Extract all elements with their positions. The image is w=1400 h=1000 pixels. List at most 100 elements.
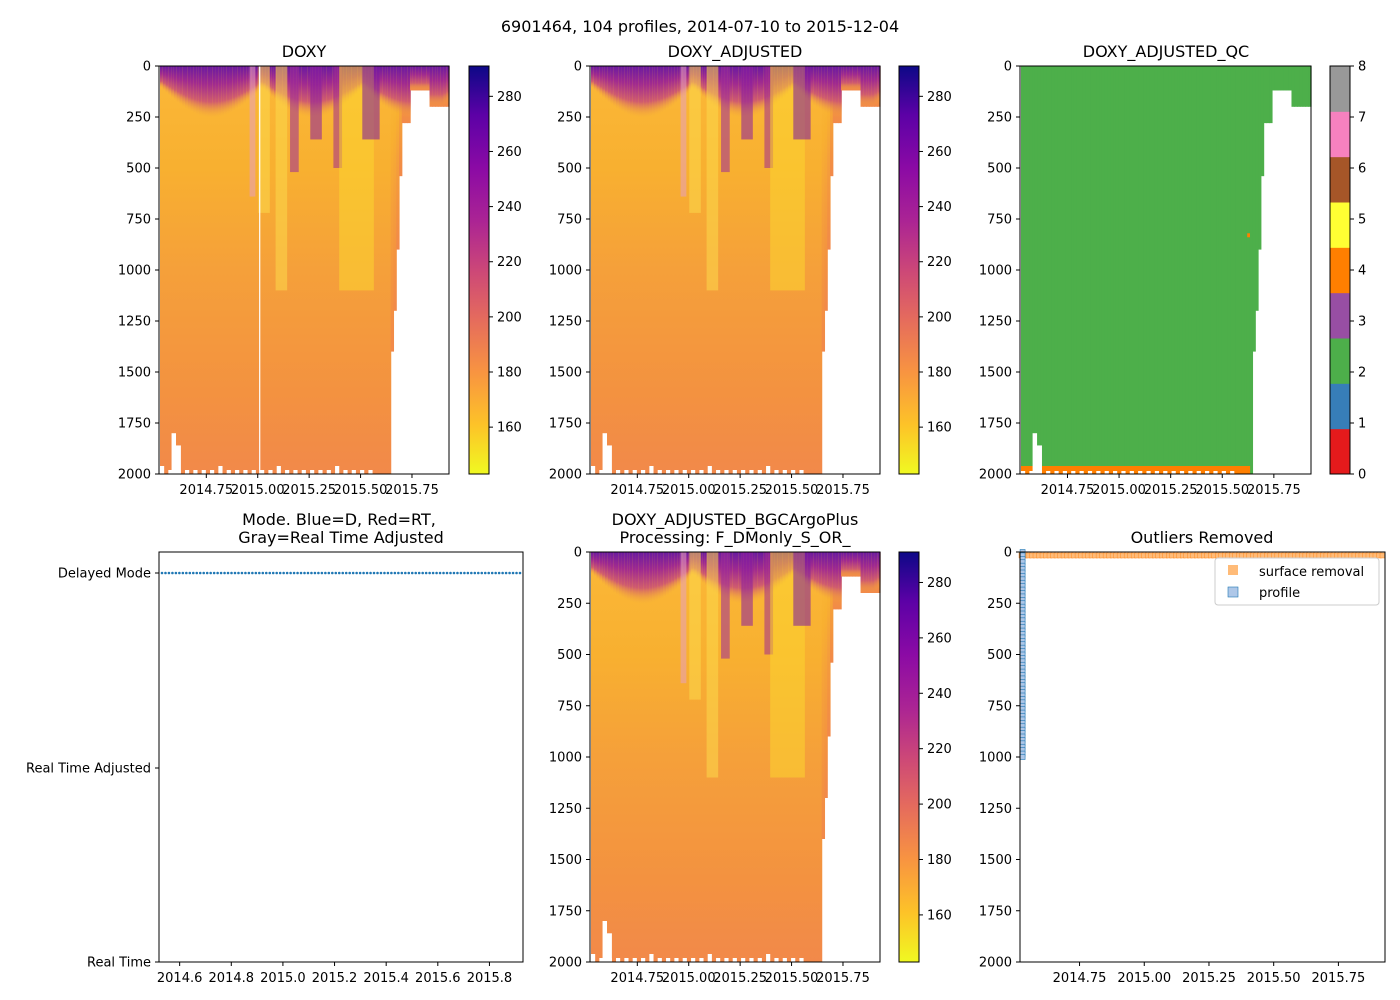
mode-point bbox=[167, 571, 171, 575]
mode-point bbox=[268, 571, 272, 575]
heat-gap bbox=[335, 466, 340, 474]
heat-column bbox=[641, 66, 645, 474]
heat-gap bbox=[799, 958, 804, 962]
y-tick-label: 1500 bbox=[549, 853, 582, 868]
heat-gap bbox=[616, 958, 621, 962]
heat-surface bbox=[610, 552, 614, 591]
legend-profile-swatch bbox=[1227, 586, 1239, 598]
heat-column bbox=[754, 552, 759, 962]
heat-surface bbox=[610, 66, 614, 105]
mode-point bbox=[313, 571, 317, 575]
qc-column bbox=[1291, 66, 1295, 107]
heat-anomaly bbox=[290, 66, 299, 173]
heat-column bbox=[635, 66, 639, 474]
mode-point bbox=[191, 571, 195, 575]
x-tick-label: 2015.75 bbox=[1312, 971, 1366, 986]
heat-column bbox=[688, 552, 692, 962]
qc-gap bbox=[1032, 433, 1038, 474]
heat-surface bbox=[757, 552, 762, 601]
qc-column bbox=[1087, 66, 1092, 474]
y-tick-label: 1000 bbox=[549, 751, 582, 766]
qc-column bbox=[1124, 66, 1128, 474]
heat-surface bbox=[832, 552, 837, 603]
qc-column bbox=[1266, 66, 1270, 124]
qc-gap bbox=[1054, 471, 1059, 474]
qc-column bbox=[1099, 66, 1103, 474]
qc-column bbox=[1093, 66, 1097, 474]
mode-point bbox=[390, 571, 393, 575]
heat-column bbox=[827, 66, 831, 250]
qc-column bbox=[1277, 66, 1281, 91]
qc-colorbar-segment bbox=[1330, 156, 1350, 203]
qc-column bbox=[1271, 66, 1276, 91]
qc-gap bbox=[1104, 471, 1109, 474]
y-tick-label: 1750 bbox=[979, 904, 1012, 919]
mode-point bbox=[237, 571, 240, 575]
heat-surface bbox=[735, 66, 739, 117]
heat-surface bbox=[652, 66, 656, 116]
surface-removal-point bbox=[1379, 552, 1386, 559]
heat-column bbox=[171, 66, 175, 474]
heat-surface bbox=[624, 552, 628, 600]
heat-column bbox=[727, 66, 731, 474]
y-tick-label: 250 bbox=[987, 597, 1012, 612]
heat-surface bbox=[223, 66, 228, 115]
qc-column bbox=[1129, 66, 1134, 474]
heat-column bbox=[632, 66, 637, 474]
x-tick-label: 2014.75 bbox=[610, 483, 664, 498]
mode-point bbox=[466, 571, 470, 575]
heat-surface bbox=[602, 66, 606, 98]
qc-column bbox=[1255, 66, 1259, 311]
colorbar-tick-label: 280 bbox=[497, 90, 522, 105]
heat-anomaly bbox=[793, 66, 811, 140]
qc-colorbar-segment bbox=[1330, 428, 1350, 475]
heat-surface bbox=[171, 66, 175, 98]
y-tick-label: 1250 bbox=[549, 802, 582, 817]
qc-column bbox=[1043, 66, 1047, 474]
y-tick-label: 500 bbox=[126, 162, 151, 177]
heat-surface bbox=[829, 552, 834, 602]
y-tick-label: 750 bbox=[557, 699, 582, 714]
heat-surface bbox=[599, 552, 603, 582]
colorbar-tick-label: 260 bbox=[497, 145, 522, 160]
heat-surface bbox=[437, 66, 442, 107]
heat-surface bbox=[854, 66, 859, 91]
heat-surface bbox=[307, 66, 311, 118]
heat-column bbox=[310, 66, 314, 474]
qc-column bbox=[1138, 66, 1142, 474]
x-tick-label: 2015.00 bbox=[662, 971, 716, 986]
heat-column bbox=[643, 66, 648, 474]
heat-surface bbox=[165, 66, 169, 94]
qc-column bbox=[1054, 66, 1058, 474]
heat-column bbox=[176, 66, 181, 474]
mode-point bbox=[417, 571, 421, 575]
heat-column bbox=[223, 66, 228, 474]
heat-column bbox=[738, 66, 742, 474]
heat-column bbox=[810, 552, 814, 962]
heat-column bbox=[732, 66, 737, 474]
panel-doxy-adjusted-qc: DOXY_ADJUSTED_QC 02505007501000125015001… bbox=[979, 42, 1366, 498]
heat-column bbox=[699, 552, 703, 962]
qc-gap bbox=[1163, 471, 1168, 474]
figure-title: 6901464, 104 profiles, 2014-07-10 to 201… bbox=[501, 17, 899, 36]
heat-column bbox=[190, 66, 194, 474]
heat-column bbox=[298, 66, 303, 474]
heat-surface bbox=[243, 66, 247, 104]
heat-anomaly bbox=[249, 66, 256, 197]
qc-column bbox=[1115, 66, 1120, 474]
heat-column bbox=[813, 66, 817, 474]
qc-column bbox=[1062, 66, 1067, 474]
colorbar-tick-label: 4 bbox=[1358, 264, 1366, 279]
heat-gap bbox=[649, 954, 654, 962]
heat-column bbox=[746, 552, 750, 962]
heat-surface bbox=[863, 66, 867, 107]
heat-surface bbox=[638, 66, 642, 118]
heat-surface bbox=[629, 66, 634, 116]
heat-surface bbox=[657, 66, 662, 114]
qc-column bbox=[1021, 66, 1025, 474]
heat-surface bbox=[849, 66, 853, 91]
colorbar-tick-label: 260 bbox=[927, 631, 952, 646]
mode-point bbox=[376, 571, 379, 575]
x-tick-label: 2015.50 bbox=[1247, 971, 1301, 986]
heat-surface bbox=[702, 552, 706, 584]
